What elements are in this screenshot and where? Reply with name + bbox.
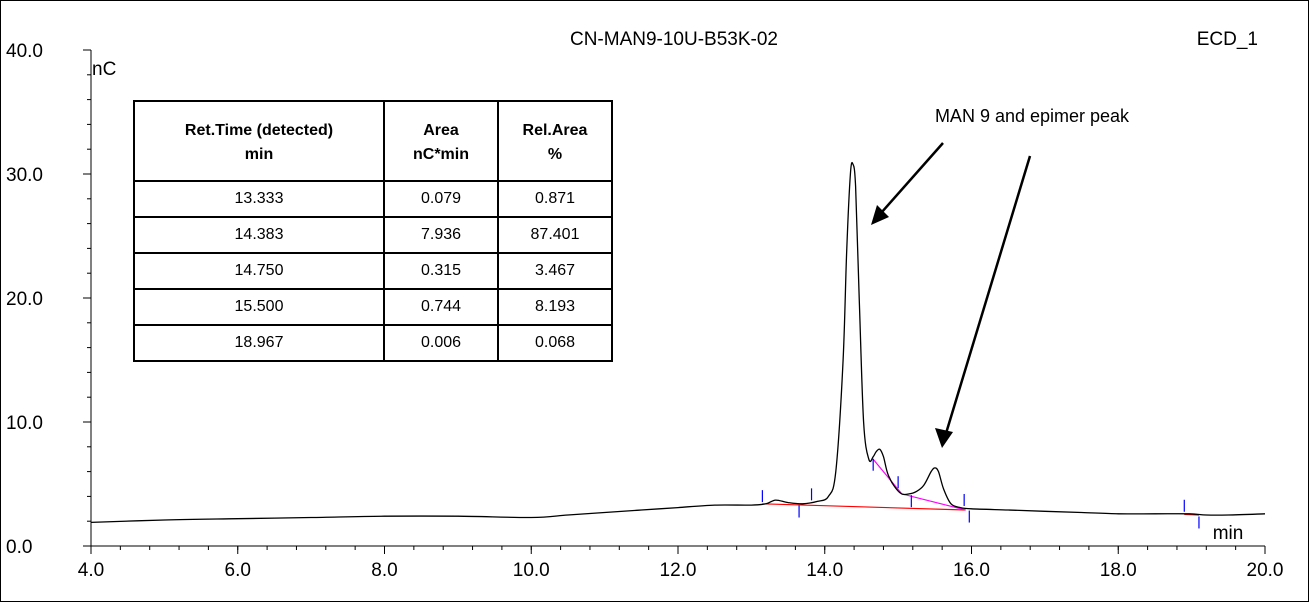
annotation-arrows xyxy=(871,142,1032,448)
arrow-to-epimer-peak xyxy=(942,155,1032,441)
y-tick-label: 40.0 xyxy=(6,41,43,62)
channel-label: ECD_1 xyxy=(1197,29,1258,50)
x-tick-label: 16.0 xyxy=(953,560,990,581)
integration-baseline xyxy=(762,503,966,511)
y-tick-label: 0.0 xyxy=(6,537,32,558)
cell-ret-time: 14.750 xyxy=(133,252,385,290)
chromatogram-trace xyxy=(90,161,1266,524)
y-tick-label: 20.0 xyxy=(6,289,43,310)
peak-results-table: Ret.Time (detected) Area Rel.Area min nC… xyxy=(133,100,613,362)
arrow-head-main-peak xyxy=(871,205,889,225)
cell-rel-area: 8.193 xyxy=(497,288,613,326)
x-tick-label: 4.0 xyxy=(78,560,104,581)
cell-area: 0.006 xyxy=(383,324,499,362)
x-tick-label: 14.0 xyxy=(806,560,843,581)
integration-baseline xyxy=(1184,513,1200,516)
cell-ret-time: 14.383 xyxy=(133,216,385,254)
peak-split-line xyxy=(872,458,966,511)
cell-rel-area: 0.068 xyxy=(497,324,613,362)
x-axis-label: min xyxy=(1213,523,1244,544)
col-header-area: Area xyxy=(383,100,499,143)
col-header-rel-area: Rel.Area xyxy=(497,100,613,143)
cell-area: 0.315 xyxy=(383,252,499,290)
table-row: 18.967 0.006 0.068 xyxy=(133,324,613,362)
arrow-to-main-peak xyxy=(873,142,944,222)
x-tick-label: 6.0 xyxy=(225,560,251,581)
table-row: 13.333 0.079 0.871 xyxy=(133,180,613,218)
col-unit-ret-time: min xyxy=(133,143,385,182)
y-tick-label: 30.0 xyxy=(6,165,43,186)
y-axis-label: nC xyxy=(92,59,116,80)
cell-area: 7.936 xyxy=(383,216,499,254)
peak-annotation: MAN 9 and epimer peak xyxy=(935,106,1130,126)
cell-area: 0.079 xyxy=(383,180,499,218)
table-row: 15.500 0.744 8.193 xyxy=(133,288,613,326)
x-tick-label: 10.0 xyxy=(513,560,550,581)
table-header-row: Ret.Time (detected) Area Rel.Area xyxy=(133,100,613,143)
cell-area: 0.744 xyxy=(383,288,499,326)
cell-rel-area: 3.467 xyxy=(497,252,613,290)
table-row: 14.750 0.315 3.467 xyxy=(133,252,613,290)
cell-ret-time: 15.500 xyxy=(133,288,385,326)
table-header-units-row: min nC*min % xyxy=(133,143,613,182)
cell-ret-time: 18.967 xyxy=(133,324,385,362)
x-tick-label: 18.0 xyxy=(1100,560,1137,581)
table-row: 14.383 7.936 87.401 xyxy=(133,216,613,254)
x-tick-label: 8.0 xyxy=(371,560,397,581)
cell-rel-area: 0.871 xyxy=(497,180,613,218)
col-header-ret-time: Ret.Time (detected) xyxy=(133,100,385,143)
col-unit-rel-area: % xyxy=(497,143,613,182)
x-tick-label: 12.0 xyxy=(660,560,697,581)
x-tick-label: 20.0 xyxy=(1247,560,1284,581)
chart-title: CN-MAN9-10U-B53K-02 xyxy=(570,29,778,50)
cell-rel-area: 87.401 xyxy=(497,216,613,254)
col-unit-area: nC*min xyxy=(383,143,499,182)
cell-ret-time: 13.333 xyxy=(133,180,385,218)
y-tick-label: 10.0 xyxy=(6,413,43,434)
arrow-head-epimer-peak xyxy=(935,428,953,448)
